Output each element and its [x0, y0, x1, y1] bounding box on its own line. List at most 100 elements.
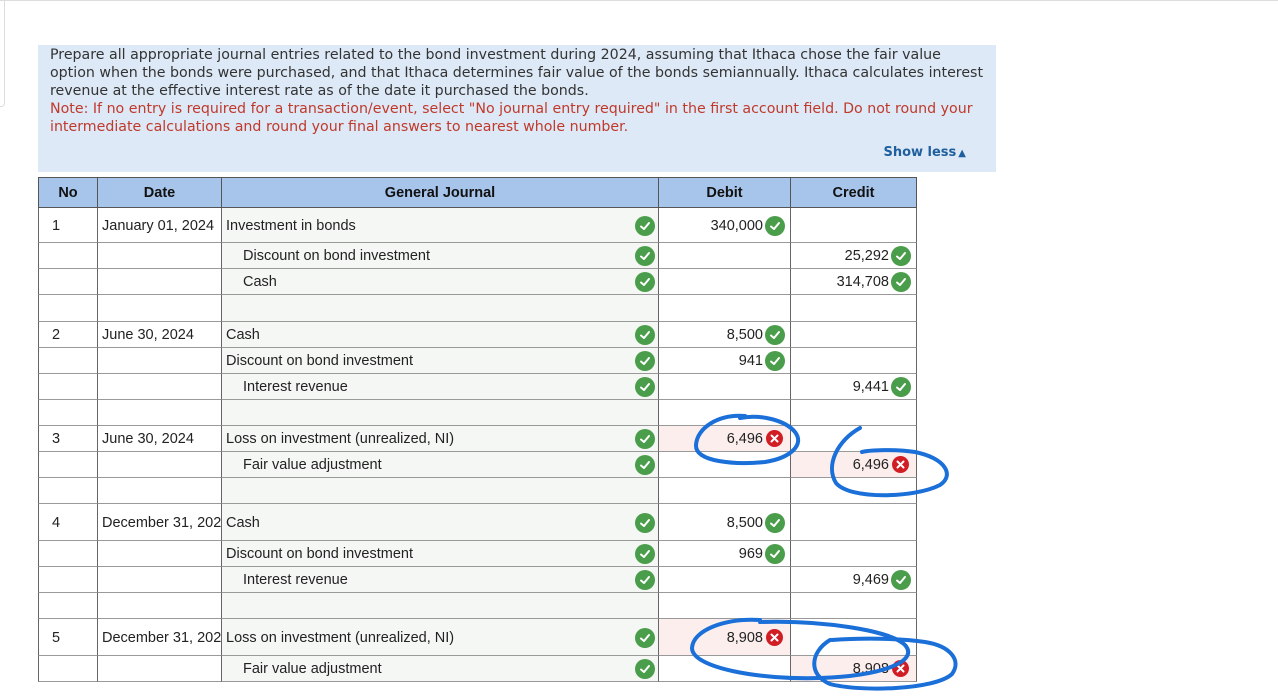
- account-cell[interactable]: Loss on investment (unrealized, NI): [221, 426, 658, 452]
- credit-cell[interactable]: 9,469: [790, 567, 917, 593]
- checkmark-icon: [635, 455, 655, 475]
- date-cell[interactable]: December 31, 2024: [97, 619, 221, 656]
- debit-cell[interactable]: [658, 269, 790, 295]
- debit-cell[interactable]: 8,908: [658, 619, 790, 656]
- account-cell[interactable]: Discount on bond investment: [221, 243, 658, 269]
- date-cell[interactable]: [97, 374, 221, 400]
- date-cell[interactable]: [97, 656, 221, 682]
- date-cell[interactable]: January 01, 2024: [97, 208, 221, 243]
- account-cell[interactable]: [221, 478, 658, 504]
- debit-cell[interactable]: 340,000: [658, 208, 790, 243]
- debit-amount: 8,908: [726, 630, 763, 646]
- date-cell[interactable]: [97, 567, 221, 593]
- header-credit: Credit: [790, 177, 917, 208]
- checkmark-icon: [635, 377, 655, 397]
- checkmark-icon: [765, 351, 785, 371]
- account-name: Cash: [226, 515, 260, 531]
- credit-cell[interactable]: [790, 208, 917, 243]
- row-number-cell: [38, 656, 97, 682]
- date-cell[interactable]: [97, 295, 221, 322]
- date-cell[interactable]: June 30, 2024: [97, 322, 221, 348]
- credit-cell[interactable]: [790, 348, 917, 374]
- show-less-link[interactable]: Show less ▲: [883, 145, 966, 160]
- debit-cell[interactable]: [658, 295, 790, 322]
- error-x-icon: [766, 629, 783, 646]
- credit-cell[interactable]: [790, 619, 917, 656]
- date-cell[interactable]: [97, 348, 221, 374]
- debit-cell[interactable]: 8,500: [658, 504, 790, 541]
- credit-cell[interactable]: 6,496: [790, 452, 917, 478]
- account-cell[interactable]: Discount on bond investment: [221, 348, 658, 374]
- account-cell[interactable]: Loss on investment (unrealized, NI): [221, 619, 658, 656]
- debit-cell[interactable]: [658, 656, 790, 682]
- credit-cell[interactable]: 9,441: [790, 374, 917, 400]
- date-cell[interactable]: [97, 478, 221, 504]
- debit-cell[interactable]: [658, 374, 790, 400]
- row-number-cell: 3: [38, 426, 97, 452]
- table-row: 5 December 31, 2024 Loss on investment (un…: [38, 619, 917, 656]
- account-name: Discount on bond investment: [226, 353, 413, 369]
- account-name: Investment in bonds: [226, 218, 356, 234]
- date-cell[interactable]: [97, 269, 221, 295]
- row-number-cell: [38, 541, 97, 567]
- account-cell[interactable]: Cash: [221, 269, 658, 295]
- credit-cell[interactable]: [790, 478, 917, 504]
- account-cell[interactable]: Investment in bonds: [221, 208, 658, 243]
- account-cell[interactable]: [221, 295, 658, 322]
- debit-cell[interactable]: [658, 478, 790, 504]
- checkmark-icon: [635, 272, 655, 292]
- debit-cell[interactable]: [658, 452, 790, 478]
- credit-cell[interactable]: [790, 426, 917, 452]
- account-cell[interactable]: Cash: [221, 504, 658, 541]
- account-cell[interactable]: Fair value adjustment: [221, 452, 658, 478]
- checkmark-icon: [635, 570, 655, 590]
- table-row: [38, 295, 917, 322]
- date-cell[interactable]: June 30, 2024: [97, 426, 221, 452]
- date-cell[interactable]: [97, 452, 221, 478]
- debit-cell[interactable]: 6,496: [658, 426, 790, 452]
- credit-cell[interactable]: [790, 322, 917, 348]
- date-cell[interactable]: [97, 593, 221, 619]
- account-cell[interactable]: Discount on bond investment: [221, 541, 658, 567]
- credit-cell[interactable]: [790, 400, 917, 426]
- debit-cell[interactable]: 8,500: [658, 322, 790, 348]
- credit-cell[interactable]: 8,908: [790, 656, 917, 682]
- date-cell[interactable]: [97, 541, 221, 567]
- account-cell[interactable]: Interest revenue: [221, 374, 658, 400]
- credit-amount: 9,469: [852, 572, 889, 588]
- account-name: Interest revenue: [243, 572, 348, 588]
- account-name: Loss on investment (unrealized, NI): [226, 431, 455, 447]
- credit-cell[interactable]: [790, 541, 917, 567]
- row-number-cell: [38, 243, 97, 269]
- debit-cell[interactable]: [658, 567, 790, 593]
- row-number-cell: [38, 295, 97, 322]
- account-cell[interactable]: Interest revenue: [221, 567, 658, 593]
- row-number-cell: 2: [38, 322, 97, 348]
- row-number: 4: [52, 515, 61, 531]
- credit-cell[interactable]: 314,708: [790, 269, 917, 295]
- header-date: Date: [97, 177, 222, 208]
- debit-amount: 8,500: [726, 515, 763, 531]
- row-number-cell: 4: [38, 504, 97, 541]
- debit-cell[interactable]: [658, 400, 790, 426]
- debit-cell[interactable]: 941: [658, 348, 790, 374]
- date-cell[interactable]: December 31, 2024: [97, 504, 221, 541]
- account-cell[interactable]: Cash: [221, 322, 658, 348]
- credit-cell[interactable]: [790, 295, 917, 322]
- credit-cell[interactable]: [790, 593, 917, 619]
- account-cell[interactable]: [221, 593, 658, 619]
- debit-cell[interactable]: [658, 593, 790, 619]
- credit-cell[interactable]: 25,292: [790, 243, 917, 269]
- date-cell[interactable]: [97, 243, 221, 269]
- date-cell[interactable]: [97, 400, 221, 426]
- checkmark-icon: [635, 659, 655, 679]
- debit-cell[interactable]: [658, 243, 790, 269]
- account-cell[interactable]: [221, 400, 658, 426]
- checkmark-icon: [891, 570, 911, 590]
- date-value: June 30, 2024: [102, 327, 194, 343]
- debit-cell[interactable]: 969: [658, 541, 790, 567]
- table-row: Fair value adjustment 8,908: [38, 656, 917, 682]
- account-cell[interactable]: Fair value adjustment: [221, 656, 658, 682]
- credit-cell[interactable]: [790, 504, 917, 541]
- table-row: 4 December 31, 2024 Cash 8,500: [38, 504, 917, 541]
